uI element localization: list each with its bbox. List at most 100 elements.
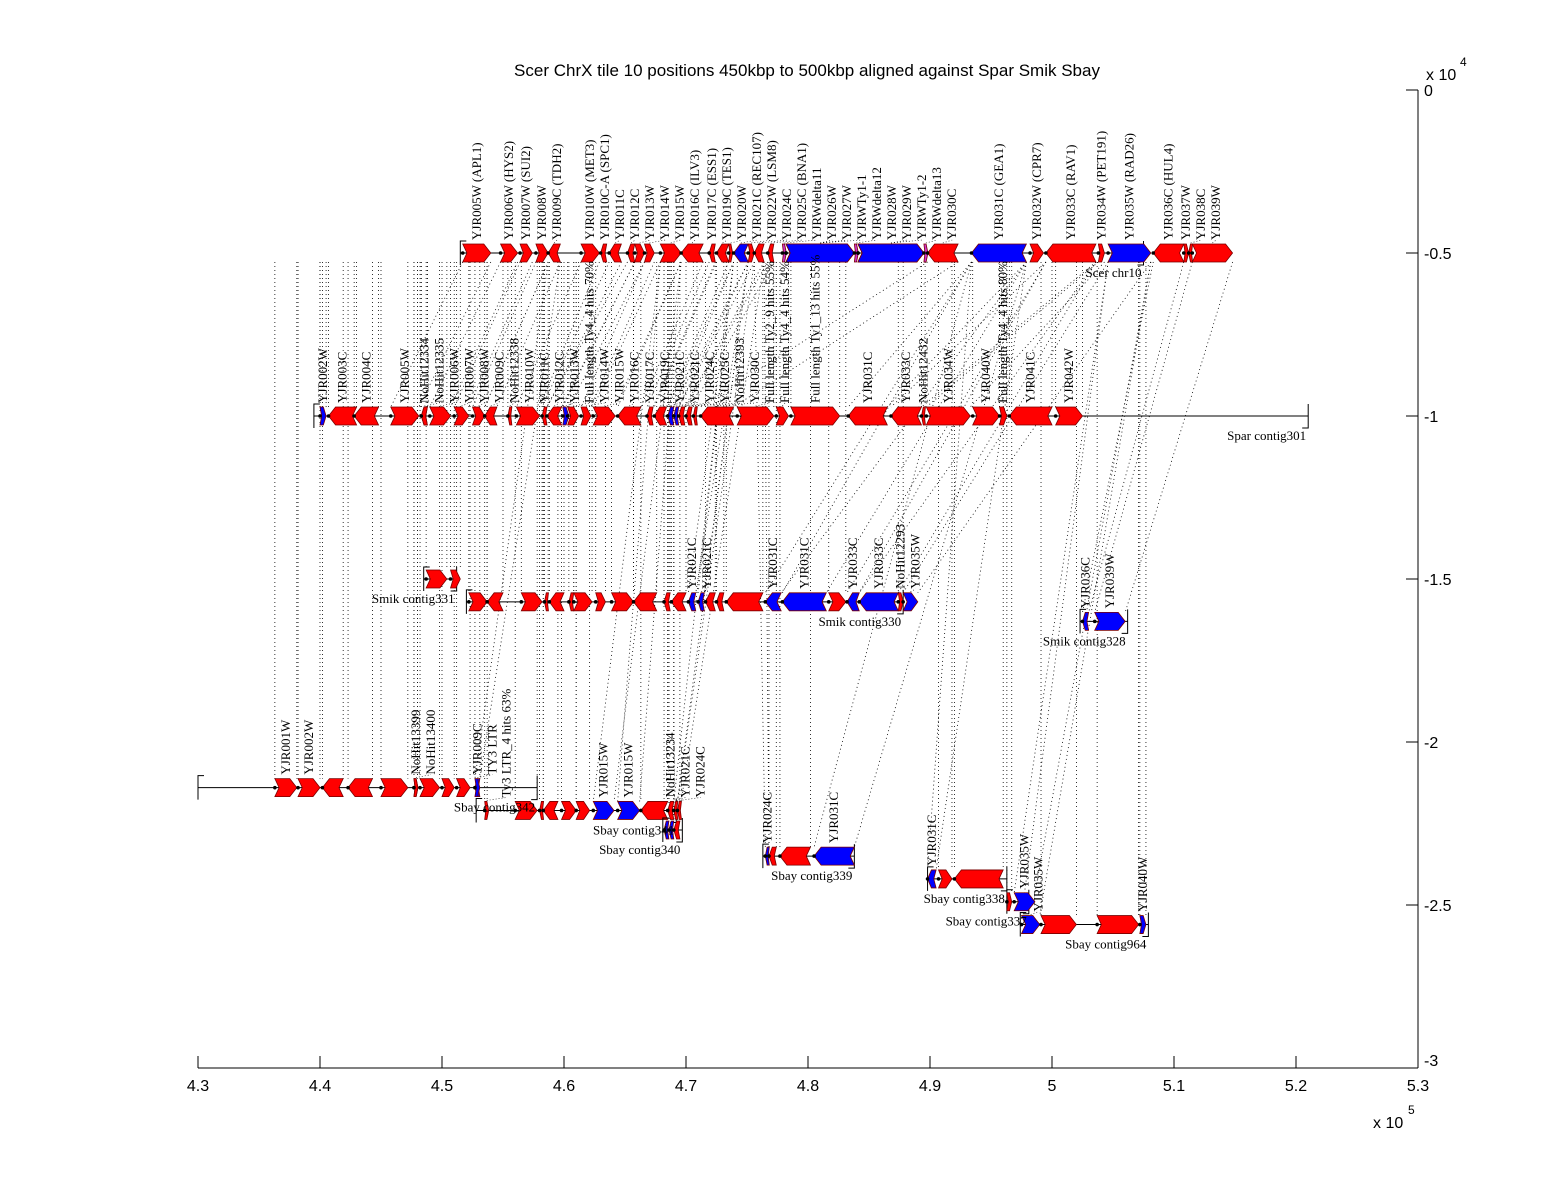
alignment-link <box>680 261 765 802</box>
gene-boundary-dot <box>591 414 596 418</box>
gene-label: YJR039W <box>1208 184 1223 240</box>
x-tick-label: 5.2 <box>1285 1078 1307 1095</box>
gene-boundary-dot <box>514 414 519 418</box>
gene-boundary-dot <box>579 414 583 418</box>
gene-label: YJR012C <box>551 352 566 403</box>
gene-arrow <box>633 592 658 612</box>
gene-arrow <box>347 778 374 798</box>
x-tick-label: 4.9 <box>919 1078 941 1095</box>
gene-boundary-dot <box>763 600 768 604</box>
gene-boundary-dot <box>652 414 657 418</box>
gene-boundary-dot <box>952 877 957 881</box>
gene-label: YJR010W (MET3) <box>582 139 597 240</box>
gene-label-leader <box>554 239 558 244</box>
gene-boundary-dot <box>1053 414 1058 418</box>
contig-end-bracket <box>676 818 683 843</box>
contig-end-bracket <box>1121 609 1129 634</box>
gene-boundary-dot <box>1007 414 1012 418</box>
gene-label: YJR031C (GEA1) <box>991 144 1006 240</box>
gene-label-leader <box>820 239 863 244</box>
gene-label: YJR040W <box>978 347 993 403</box>
gene-label: TY3 LTR <box>484 724 499 775</box>
gene-label: NoHit13400 <box>423 710 438 775</box>
gene-arrow <box>790 406 841 426</box>
x-tick-label: 4.6 <box>553 1078 575 1095</box>
gene-boundary-dot <box>665 808 670 813</box>
gene-arrow <box>592 801 615 820</box>
gene-label: YJR024C <box>693 746 708 797</box>
gene-label: Full length Ty4_4 hits 80% <box>995 261 1010 403</box>
gene-arrow <box>1094 611 1126 631</box>
gene-label: YJR024C <box>759 792 774 843</box>
gene-boundary-dot <box>412 785 416 790</box>
alignment-link <box>562 261 636 408</box>
x-tick-label: 4.3 <box>187 1078 209 1095</box>
gene-boundary-dot <box>676 414 681 418</box>
gene-arrow <box>716 592 725 612</box>
gene-label: YJR020W <box>734 184 749 240</box>
gene-label-leader <box>910 588 916 593</box>
gene-boundary-dot <box>541 808 546 813</box>
gene-boundary-dot <box>774 414 779 418</box>
alignment-link <box>733 261 959 408</box>
gene-boundary-dot <box>852 251 857 255</box>
gene-arrow <box>520 592 543 612</box>
alignment-link <box>846 261 1047 594</box>
gene-label: YJR011C <box>612 189 627 240</box>
gene-label: YJR015W <box>596 742 611 798</box>
gene-label-leader <box>820 239 833 244</box>
alignment-links <box>274 261 1233 916</box>
gene-arrow <box>419 778 441 798</box>
gene-label: YJR007W <box>461 347 476 403</box>
gene-arrow <box>733 243 749 263</box>
gene-arrow <box>441 778 455 798</box>
gene-boundary-dot <box>1080 619 1085 624</box>
y-tick-label: -0.5 <box>1424 246 1452 263</box>
gene-arrow <box>567 406 580 426</box>
gene-arrow <box>453 406 470 426</box>
gene-arrow <box>736 406 775 426</box>
gene-label: YJR033C (RAV1) <box>1063 145 1078 240</box>
gene-boundary-dot <box>1019 922 1024 927</box>
contig-start-bracket <box>762 843 769 869</box>
gene-boundary-dot <box>684 414 688 418</box>
alignment-link <box>390 261 464 408</box>
gene-arrow <box>627 243 636 263</box>
gene-boundary-dot <box>724 600 729 604</box>
gene-boundary-dot <box>615 414 620 418</box>
gene-label: YJR013W <box>566 347 581 403</box>
gene-boundary-dot <box>273 785 277 790</box>
gene-arrow <box>921 406 926 426</box>
gene-arrow <box>677 801 682 820</box>
y-exponent-power: 4 <box>1460 55 1467 69</box>
gene-boundary-dot <box>726 251 731 255</box>
gene-arrow <box>1191 243 1234 263</box>
gene-label-leader <box>717 402 756 407</box>
contig-name-label: Sbay contig341 <box>593 822 674 837</box>
alignment-link <box>927 261 972 870</box>
gene-boundary-dot <box>1138 922 1142 927</box>
gene-arrow <box>617 406 642 426</box>
gene-arrow <box>970 243 1028 263</box>
contig-track <box>475 797 682 823</box>
gene-label-leader <box>755 402 771 407</box>
gene-arrow <box>775 406 789 426</box>
contig-start-bracket <box>197 775 204 800</box>
gene-arrow <box>716 243 730 263</box>
gene-label: YJR027W <box>839 184 854 240</box>
gene-label: YJR009C <box>469 723 484 774</box>
gene-label: YJR001W <box>278 719 293 775</box>
gene-label: YJR014W <box>657 184 672 240</box>
gene-arrow <box>608 243 622 263</box>
contig-track <box>197 775 538 801</box>
alignment-link <box>418 261 492 408</box>
gene-boundary-dot <box>428 414 432 418</box>
gene-arrow <box>678 406 686 426</box>
alignment-link <box>887 261 1027 408</box>
gene-arrow <box>858 592 899 612</box>
gene-boundary-dot <box>1039 922 1043 927</box>
gene-arrow <box>507 406 513 426</box>
gene-label-leader <box>890 239 923 244</box>
gene-label: YJR024C <box>779 189 794 240</box>
gene-label: YJR015W <box>672 184 687 240</box>
